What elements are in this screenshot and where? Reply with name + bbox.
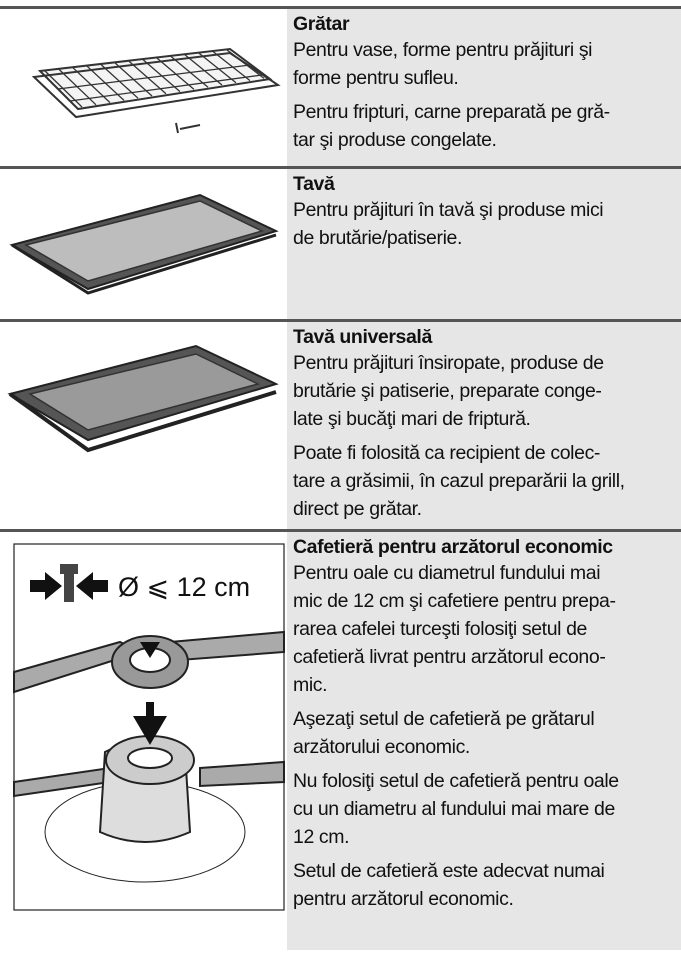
text-line: Pentru oale cu diametrul fundului mai — [293, 562, 601, 584]
item-title: Cafetieră pentru arzătorul economic — [293, 536, 613, 558]
paragraph: Poate fi folosită ca recipient de colec-… — [293, 439, 675, 523]
illustration — [0, 322, 286, 529]
text-line: direct pe grătar. — [293, 498, 422, 520]
illustration — [0, 9, 286, 166]
text-line: tare a grăsimii, în cazul preparării la … — [293, 470, 625, 492]
description: Tavă Pentru prăjituri în tavă şi produse … — [287, 169, 681, 319]
description: Grătar Pentru vase, forme pentru prăjitur… — [287, 9, 681, 166]
item-title: Tavă universală — [293, 326, 432, 348]
text-line: Pentru prăjituri în tavă şi produse mici — [293, 199, 604, 221]
text-line: forme pentru sufleu. — [293, 67, 459, 89]
text-line: 12 cm. — [293, 826, 350, 848]
table-row: Ø ⩽ 12 cm Cafetieră pentru arzătorul econ… — [0, 529, 681, 950]
text-line: Poate fi folosită ca recipient de colec- — [293, 442, 601, 464]
paragraph: Setul de cafetieră este adecvat numai pen… — [293, 857, 675, 913]
illustration — [0, 169, 286, 319]
paragraph: Pentru fripturi, carne preparată pe gră-… — [293, 98, 675, 154]
paragraph: Pentru prăjituri în tavă şi produse mici… — [293, 196, 675, 252]
text-line: brutărie şi patiserie, preparate conge- — [293, 380, 602, 402]
text-line: cu un diametru al fundului mai mare de — [293, 798, 615, 820]
paragraph: Pentru oale cu diametrul fundului mai mic… — [293, 559, 675, 699]
text-line: cafetieră livrat pentru arzătorul econo- — [293, 646, 606, 668]
diameter-label: Ø ⩽ 12 cm — [118, 572, 250, 602]
text-line: Aşezaţi setul de cafetieră pe grătarul — [293, 708, 595, 730]
paragraph: Nu folosiţi setul de cafetieră pentru oa… — [293, 767, 675, 851]
text-line: de brutărie/patiserie. — [293, 227, 462, 249]
table-row: Tavă Pentru prăjituri în tavă şi produse … — [0, 166, 681, 319]
text-line: tar şi produse congelate. — [293, 129, 497, 151]
text-line: Pentru fripturi, carne preparată pe gră- — [293, 101, 610, 123]
text-line: Pentru vase, forme pentru prăjituri şi — [293, 39, 593, 61]
text-line: arzătorului economic. — [293, 736, 470, 758]
table-row: Tavă universală Pentru prăjituri însiropa… — [0, 319, 681, 529]
paragraph: Aşezaţi setul de cafetieră pe grătarul ar… — [293, 705, 675, 761]
paragraph: Pentru prăjituri însiropate, produse de b… — [293, 349, 675, 433]
text-line: pentru arzătorul economic. — [293, 888, 514, 910]
text-line: mic de 12 cm şi cafetiere pentru prepa- — [293, 590, 616, 612]
illustration: Ø ⩽ 12 cm — [0, 532, 286, 950]
paragraph: Pentru vase, forme pentru prăjituri şi fo… — [293, 36, 675, 92]
description: Tavă universală Pentru prăjituri însiropa… — [287, 322, 681, 529]
text-line: rarea cafelei turceşti folosiţi setul de — [293, 618, 587, 640]
item-title: Grătar — [293, 13, 350, 35]
text-line: Setul de cafetieră este adecvat numai — [293, 860, 605, 882]
text-line: late şi bucăţi mari de friptură. — [293, 408, 531, 430]
description: Cafetieră pentru arzătorul economic Pentr… — [287, 532, 681, 950]
item-title: Tavă — [293, 173, 335, 195]
text-line: Nu folosiţi setul de cafetieră pentru oa… — [293, 770, 619, 792]
table-row: Grătar Pentru vase, forme pentru prăjitur… — [0, 6, 681, 166]
text-line: Pentru prăjituri însiropate, produse de — [293, 352, 604, 374]
text-line: mic. — [293, 674, 328, 696]
